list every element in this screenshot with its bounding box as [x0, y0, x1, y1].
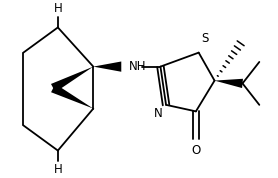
Text: N: N	[153, 107, 162, 120]
Polygon shape	[51, 84, 93, 109]
Polygon shape	[93, 61, 121, 72]
Text: S: S	[202, 32, 209, 45]
Text: H: H	[53, 2, 62, 15]
Text: O: O	[191, 144, 200, 157]
Text: H: H	[53, 163, 62, 176]
Polygon shape	[215, 79, 243, 88]
Text: NH: NH	[129, 60, 146, 73]
Polygon shape	[51, 67, 93, 92]
